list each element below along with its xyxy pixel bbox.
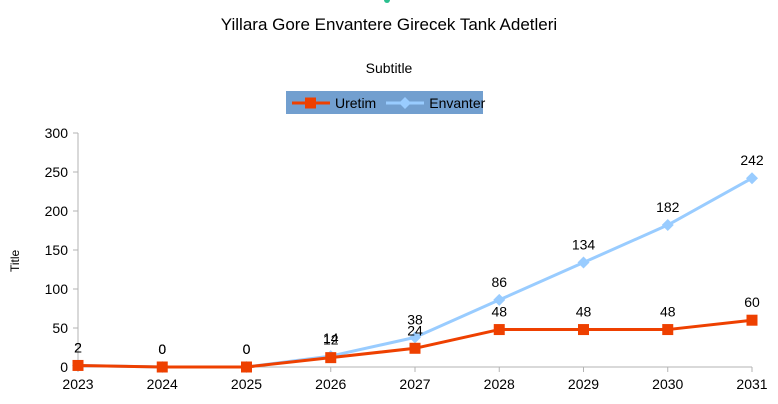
data-label-uretim: 0 xyxy=(158,341,166,357)
point-envanter xyxy=(661,219,674,232)
data-label-envanter: 38 xyxy=(407,311,423,327)
data-label-envanter: 2 xyxy=(74,339,82,355)
x-tick-label: 2026 xyxy=(315,376,346,392)
data-label-envanter: 134 xyxy=(572,236,596,252)
data-label-uretim: 0 xyxy=(243,341,251,357)
x-tick-label: 2023 xyxy=(62,376,93,392)
data-label-envanter: 182 xyxy=(656,199,680,215)
point-uretim xyxy=(746,314,758,326)
data-label-uretim: 12 xyxy=(323,332,339,348)
point-envanter xyxy=(409,331,421,344)
point-envanter xyxy=(746,172,758,185)
x-tick-label: 2025 xyxy=(231,376,262,392)
data-label-envanter: 86 xyxy=(491,274,507,290)
y-tick-label: 150 xyxy=(45,242,69,258)
legend-swatch-uretim xyxy=(292,97,330,108)
legend-swatch-envanter xyxy=(386,96,425,109)
data-label-uretim: 2 xyxy=(74,339,82,355)
legend-label-uretim: Uretim xyxy=(335,94,377,111)
y-tick-label: 250 xyxy=(45,164,69,180)
point-uretim xyxy=(662,324,674,336)
point-uretim xyxy=(578,324,589,336)
data-label-envanter: 14 xyxy=(323,330,339,346)
legend-label-envanter: Envanter xyxy=(429,94,486,111)
point-uretim xyxy=(241,361,252,373)
data-label-uretim: 60 xyxy=(744,294,760,310)
point-uretim xyxy=(325,352,337,364)
y-tick-label: 0 xyxy=(60,359,68,375)
x-tick-label: 2030 xyxy=(652,376,683,392)
point-uretim xyxy=(493,324,505,336)
point-uretim xyxy=(156,361,168,373)
data-label-uretim: 48 xyxy=(491,304,507,320)
legend-item-envanter: Envanter xyxy=(386,95,485,111)
y-tick-label: 100 xyxy=(45,281,69,297)
x-tick-label: 2029 xyxy=(568,376,599,392)
x-tick-label: 2027 xyxy=(399,376,430,392)
x-tick-label: 2031 xyxy=(736,376,767,392)
data-label-uretim: 48 xyxy=(576,304,592,320)
y-tick-label: 200 xyxy=(45,203,69,219)
point-envanter xyxy=(493,293,506,306)
y-tick-label: 50 xyxy=(52,320,68,336)
data-label-envanter: 0 xyxy=(158,341,166,357)
data-label-uretim: 48 xyxy=(660,304,676,320)
point-envanter xyxy=(577,256,590,269)
x-tick-label: 2028 xyxy=(484,376,515,392)
point-uretim xyxy=(72,359,84,371)
chart-subtitle: Subtitle xyxy=(365,60,413,76)
y-tick-label: 300 xyxy=(45,125,69,141)
x-tick-label: 2024 xyxy=(147,376,178,392)
point-uretim xyxy=(409,342,421,354)
top-edge-mark xyxy=(384,0,390,3)
data-label-envanter: 242 xyxy=(740,152,764,168)
chart-legend: Uretim Envanter xyxy=(286,91,485,114)
data-label-envanter: 0 xyxy=(243,341,251,357)
chart-title: Yillara Gore Envantere Girecek Tank Adet… xyxy=(220,15,558,34)
data-label-uretim: 24 xyxy=(407,322,423,338)
legend-item-uretim: Uretim xyxy=(292,95,376,111)
